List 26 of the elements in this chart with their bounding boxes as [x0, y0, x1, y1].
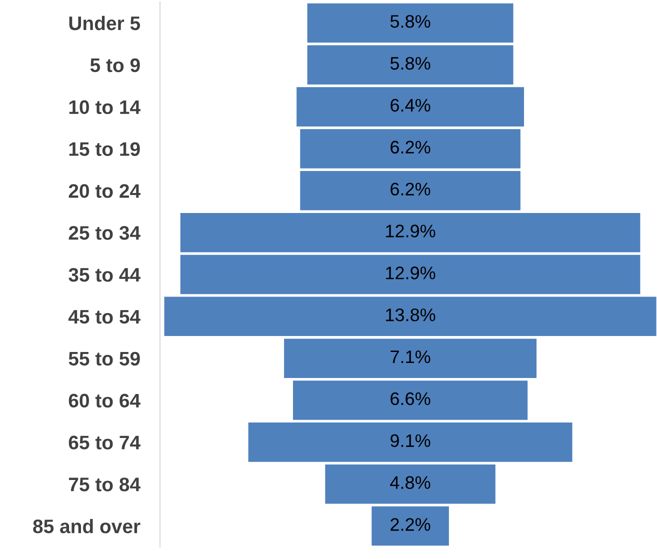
data-label: 6.2% — [390, 140, 430, 154]
data-label: 4.8% — [390, 476, 430, 489]
data-label: 13.8% — [386, 308, 436, 322]
category-label: 75 to 84 — [68, 478, 140, 492]
category-label: 15 to 19 — [69, 142, 140, 156]
data-label: 6.6% — [390, 392, 430, 406]
data-label: 9.1% — [390, 434, 430, 448]
data-label: 6.2% — [390, 182, 430, 196]
category-label: 60 to 64 — [68, 394, 140, 408]
category-label: 45 to 54 — [68, 310, 140, 324]
data-label: 12.9% — [386, 266, 436, 280]
category-label: 5 to 9 — [90, 58, 140, 72]
category-label: 25 to 34 — [68, 226, 140, 240]
data-label: 12.9% — [386, 224, 436, 238]
category-label: 55 to 59 — [68, 352, 140, 366]
category-label: 20 to 24 — [68, 184, 140, 198]
category-label: 85 and over — [33, 518, 140, 534]
data-label: 5.8% — [390, 15, 430, 28]
category-label: 65 to 74 — [68, 436, 140, 450]
data-label: 6.4% — [390, 98, 430, 112]
category-label: Under 5 — [69, 16, 140, 30]
data-label: 2.2% — [390, 518, 430, 531]
category-label: 10 to 14 — [69, 100, 140, 114]
data-label: 7.1% — [390, 350, 430, 364]
data-label: 5.8% — [390, 56, 430, 70]
category-label: 35 to 44 — [68, 268, 140, 282]
